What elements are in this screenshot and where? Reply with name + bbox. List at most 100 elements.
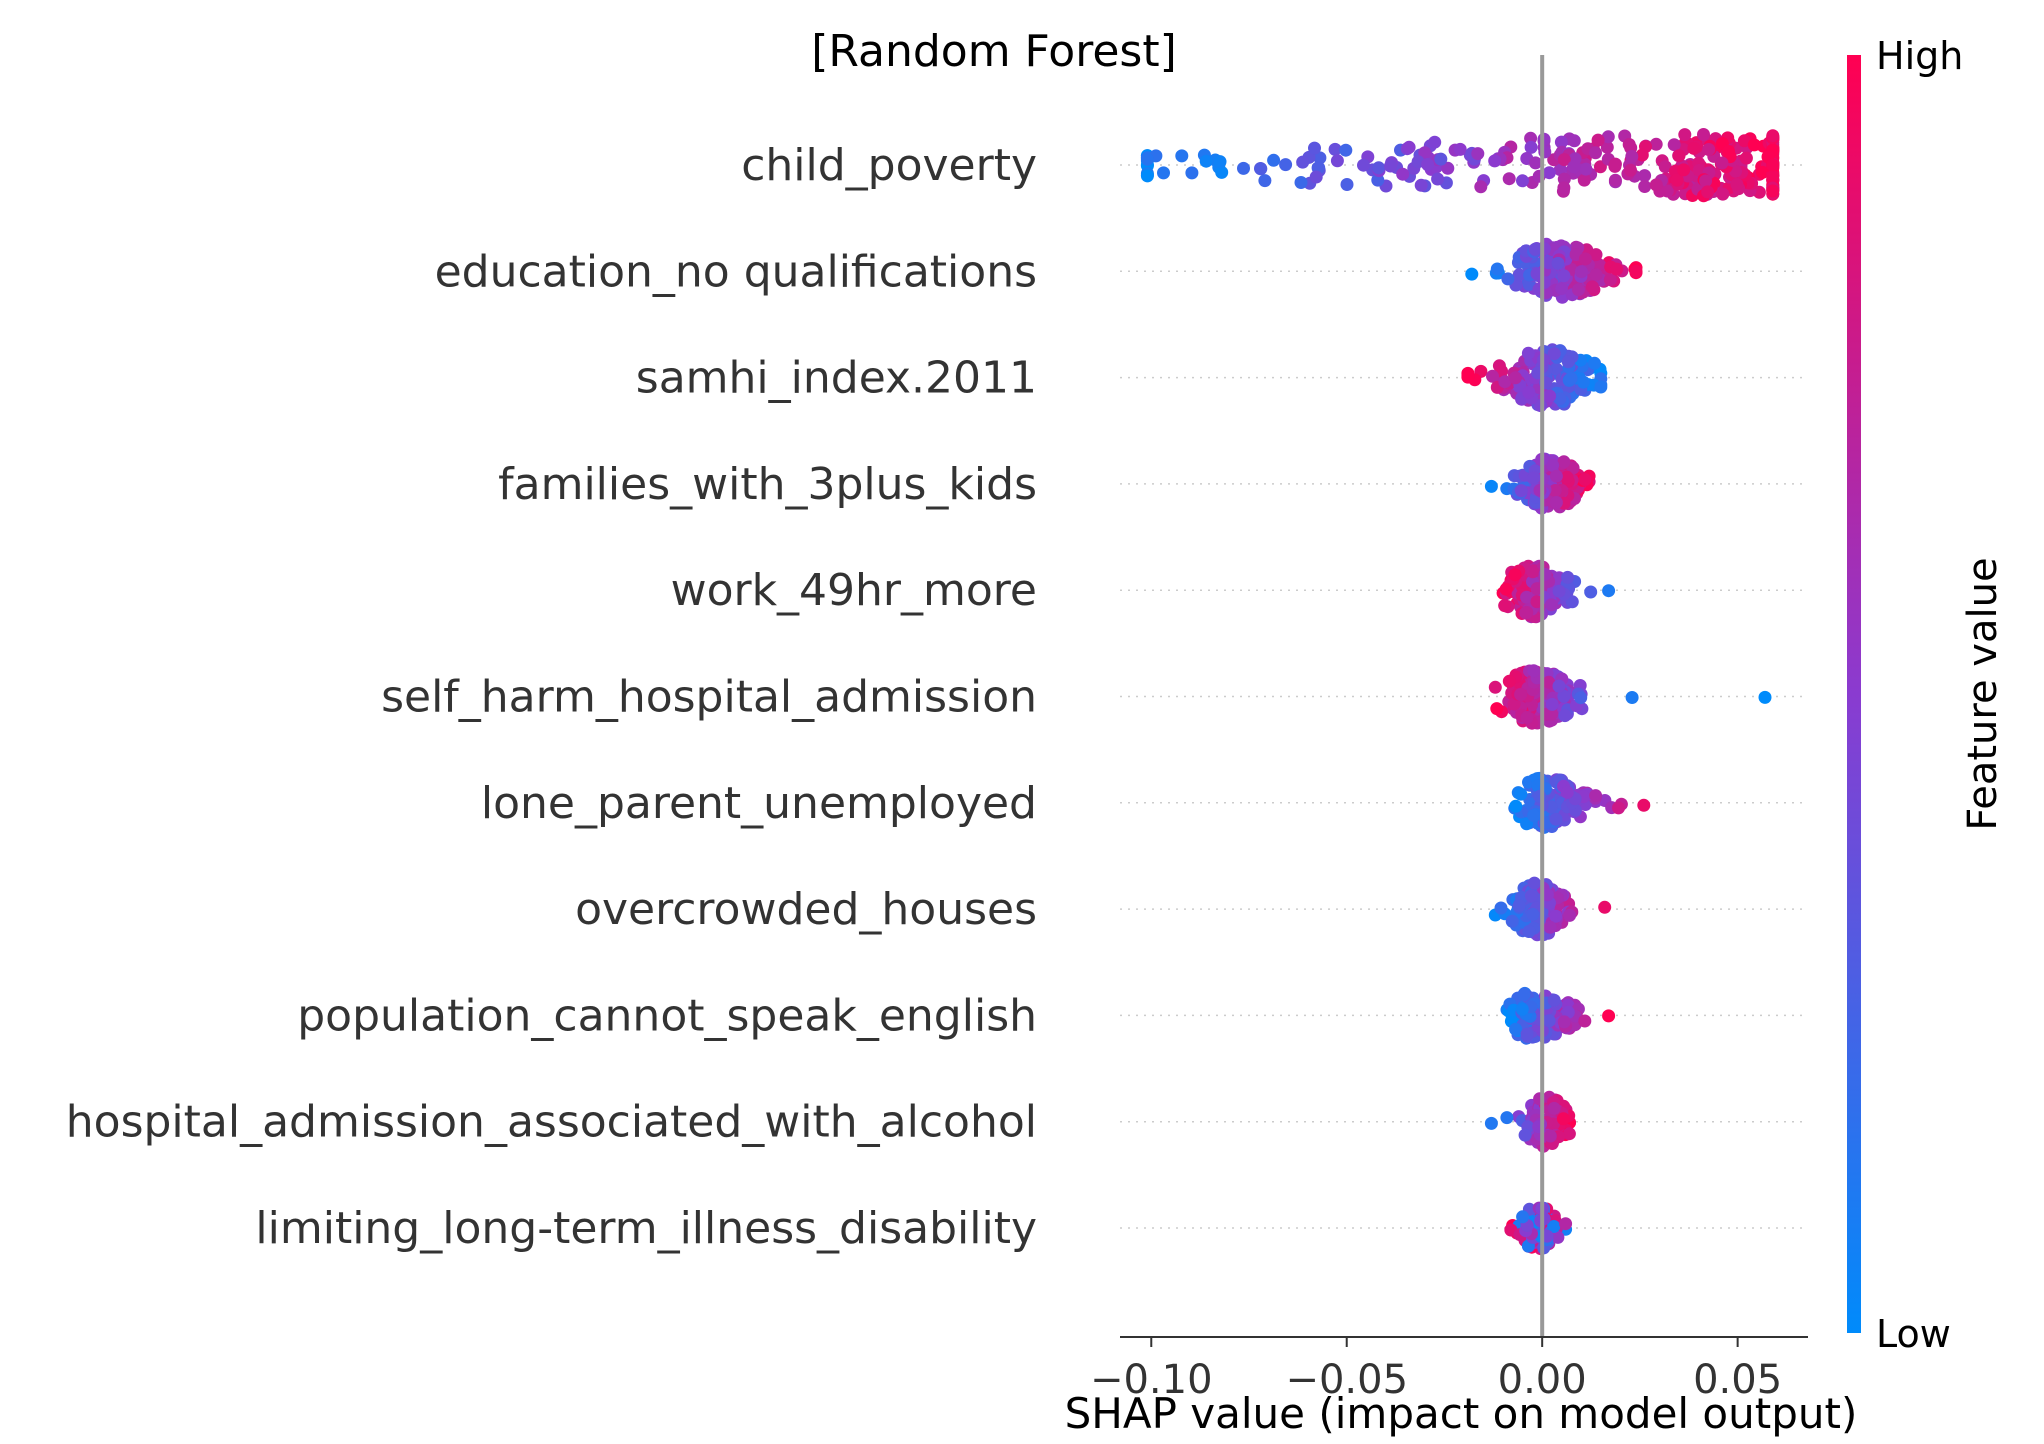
shap-point (1527, 809, 1541, 822)
shap-point (1672, 149, 1686, 163)
shap-point (1140, 169, 1154, 183)
shap-point (1638, 180, 1652, 193)
shap-point (1543, 1129, 1557, 1143)
shap-point (1554, 135, 1568, 149)
colorbar: High Low Feature value (1847, 34, 2006, 1356)
shap-point (1418, 146, 1432, 160)
shap-point (1578, 1014, 1592, 1028)
shap-point (1702, 143, 1716, 156)
shap-point (1517, 988, 1531, 1002)
shap-point (1603, 273, 1617, 287)
x-tick-label: 0.00 (1498, 1357, 1587, 1403)
shap-point (1551, 1230, 1565, 1244)
shap-point (1502, 674, 1516, 688)
shap-point (1625, 691, 1639, 704)
shap-point (1516, 174, 1529, 188)
x-tick-label: −0.05 (1285, 1357, 1408, 1403)
shap-point (1701, 185, 1715, 199)
shap-point (1585, 280, 1599, 294)
shap-point (1559, 1217, 1573, 1231)
shap-point (1279, 158, 1293, 172)
shap-point (1589, 268, 1603, 282)
shap-point (1548, 484, 1562, 497)
shap-point (1505, 914, 1519, 928)
shap-point (1557, 181, 1571, 195)
shap-point (1526, 907, 1540, 921)
shap-point (1414, 178, 1428, 192)
shap-point (1563, 908, 1577, 922)
shap-point (1498, 375, 1512, 389)
shap-point (1520, 711, 1534, 724)
feature-label: lone_parent_unemployed (481, 778, 1037, 829)
shap-point (1434, 152, 1448, 166)
shap-point (1697, 128, 1710, 141)
shap-point (1589, 248, 1603, 262)
shap-point (1567, 134, 1581, 148)
shap-point (1567, 160, 1581, 174)
shap-point (1637, 798, 1651, 812)
shap-point (1758, 690, 1772, 704)
colorbar-low-label: Low (1876, 1312, 1951, 1356)
shap-point (1566, 461, 1580, 475)
colorbar-high-label: High (1876, 34, 1963, 78)
shap-point (1557, 269, 1571, 283)
shap-point (1578, 252, 1592, 266)
shap-point (1584, 585, 1598, 599)
shap-point (1501, 272, 1515, 286)
shap-point (1557, 153, 1571, 167)
shap-point (1553, 392, 1567, 406)
shap-point (1557, 1015, 1571, 1029)
shap-point (1339, 143, 1353, 157)
shap-point (1542, 1014, 1556, 1028)
shap-point (1507, 697, 1521, 711)
shap-point (1561, 570, 1575, 584)
shap-point (1524, 889, 1538, 903)
shap-point (1766, 169, 1780, 183)
shap-point (1716, 187, 1730, 201)
x-axis: −0.10 −0.05 0.00 0.05 (1090, 1336, 1808, 1403)
shap-point (1528, 242, 1542, 256)
shap-point (1547, 993, 1561, 1007)
shap-point (1722, 145, 1736, 158)
shap-point (1508, 568, 1522, 582)
colorbar-gradient (1847, 55, 1861, 1333)
shap-point (1687, 141, 1701, 155)
shap-point (1396, 167, 1410, 181)
shap-point (1747, 138, 1761, 152)
shap-point (1558, 709, 1572, 723)
shap-point (1547, 1220, 1561, 1233)
shap-point (1574, 691, 1588, 705)
shap-point (1514, 484, 1528, 498)
shap-point (1527, 876, 1541, 890)
shap-point (1638, 169, 1652, 183)
shap-point (1737, 134, 1751, 148)
shap-point (1756, 165, 1769, 179)
shap-point (1625, 150, 1639, 163)
shap-point (1576, 375, 1590, 389)
shap-point (1522, 385, 1536, 399)
shap-point (1545, 697, 1559, 711)
shap-point (1542, 166, 1556, 180)
shap-point (1421, 158, 1435, 171)
shap-point (1549, 909, 1563, 923)
shap-point (1766, 129, 1780, 143)
shap-point (1520, 590, 1534, 604)
shap-point (1547, 347, 1561, 361)
shap-point (1549, 469, 1563, 483)
shap-point (1509, 799, 1523, 813)
shap-point (1490, 702, 1504, 716)
shap-point (1471, 147, 1485, 161)
shap-point (1520, 1027, 1534, 1041)
shap-point (1213, 155, 1227, 169)
shap-point (1529, 156, 1542, 170)
shap-point (1564, 371, 1578, 385)
shap-point (1577, 173, 1591, 187)
shap-point (1526, 565, 1540, 579)
shap-point (1588, 356, 1601, 370)
shap-point (1574, 265, 1588, 279)
shap-point (1546, 458, 1560, 472)
chart-title: [Random Forest] (811, 26, 1177, 77)
shap-point (1309, 170, 1323, 184)
shap-point (1296, 155, 1310, 169)
